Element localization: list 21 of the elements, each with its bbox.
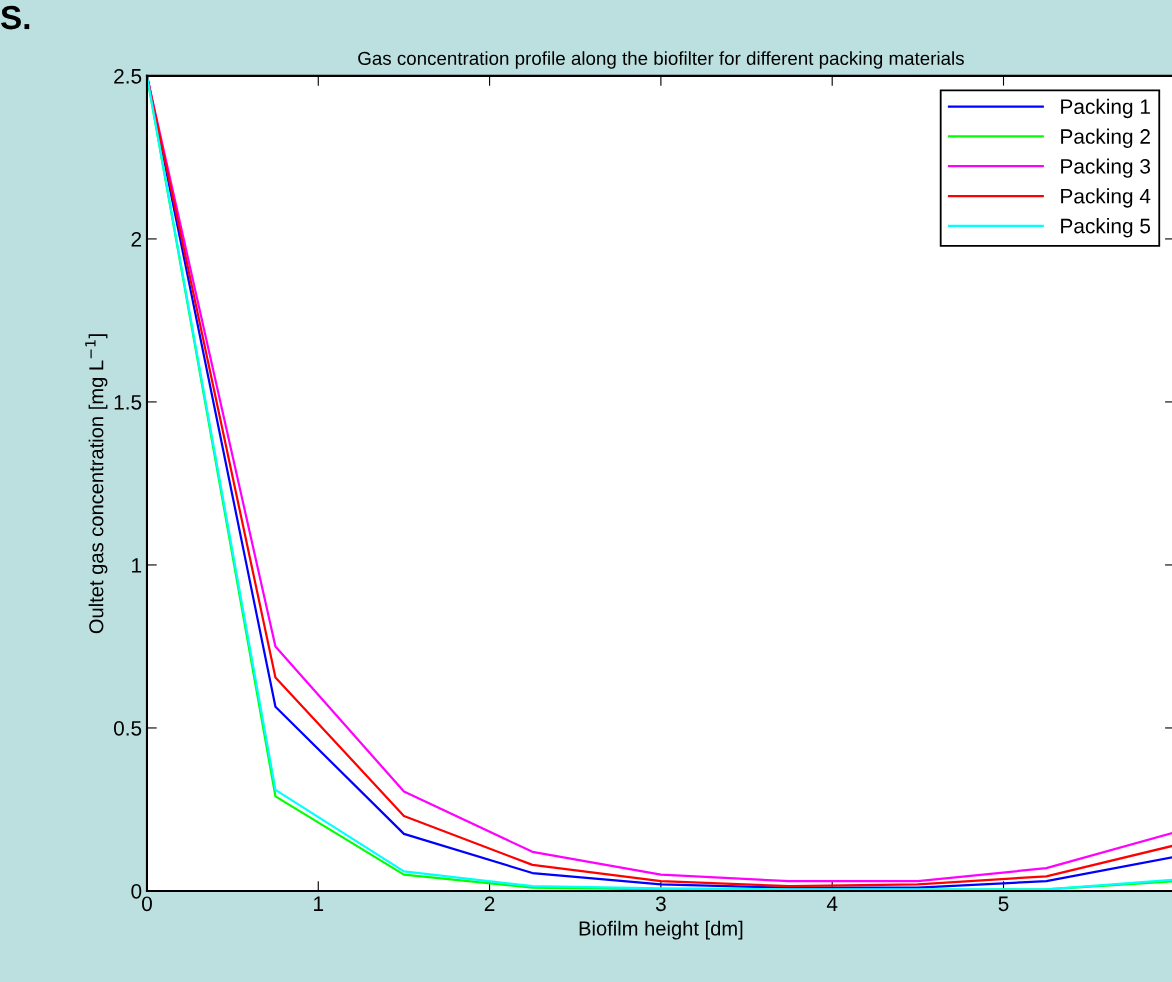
x-tick-label: 2	[484, 896, 495, 911]
legend-label: Packing 2	[1061, 128, 1150, 148]
x-tick-label: 3	[655, 896, 666, 912]
x-tick-label: 5	[998, 896, 1009, 912]
legend-label: Packing 1	[1061, 98, 1150, 119]
y-tick-label: 2	[131, 231, 142, 247]
y-axis-title: Oultet gas concentration [mg L$^{−1}$]	[85, 334, 108, 634]
y-tick-label: 1.5	[114, 395, 142, 410]
x-tick-label: 0	[141, 896, 152, 912]
text: S.	[0, 5, 30, 30]
y-tick-label: 1	[132, 558, 142, 573]
legend-label: Packing 3	[1061, 158, 1151, 178]
y-tick-label: 0	[131, 883, 142, 899]
legend-label: Packing 4	[1061, 188, 1151, 208]
legend-label: Packing 5	[1061, 218, 1151, 238]
y-tick-label: 0.5	[113, 720, 142, 736]
x-tick-label: 4	[826, 896, 838, 911]
x-tick-label: 1	[314, 896, 324, 911]
x-axis-title: Biofilm height [dm]	[579, 920, 743, 940]
chart-title: Gas concentration profile along the biofilter for different packing materials	[358, 51, 964, 69]
y-tick-label: 2.5	[114, 68, 142, 84]
